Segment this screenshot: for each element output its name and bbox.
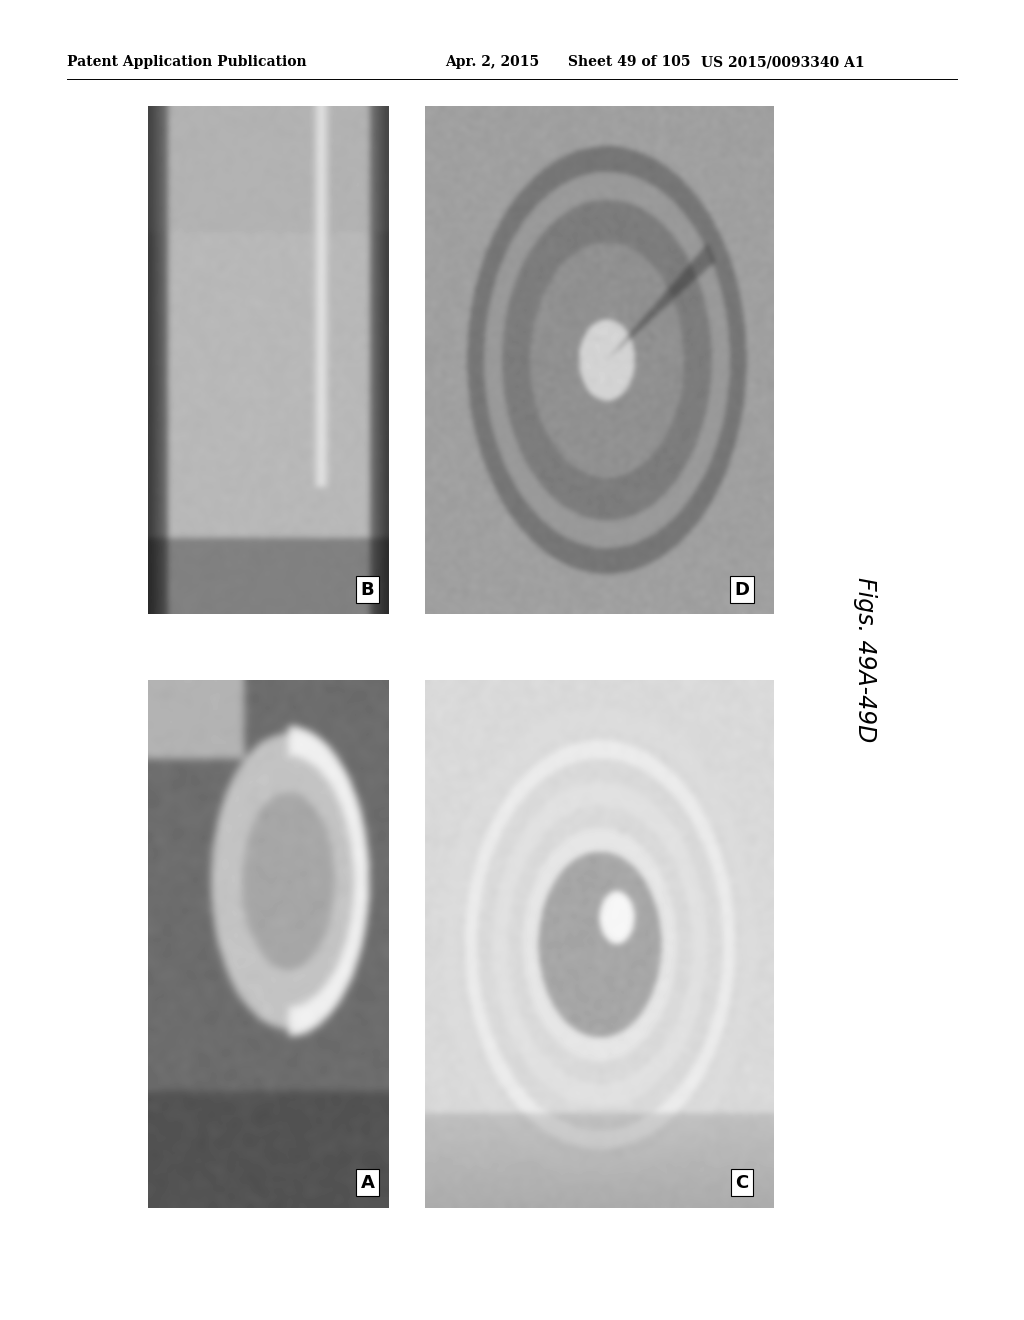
Text: C: C (735, 1173, 749, 1192)
Text: US 2015/0093340 A1: US 2015/0093340 A1 (701, 55, 865, 70)
Text: B: B (360, 581, 375, 598)
Text: Patent Application Publication: Patent Application Publication (67, 55, 306, 70)
Text: A: A (360, 1173, 375, 1192)
Text: Sheet 49 of 105: Sheet 49 of 105 (568, 55, 691, 70)
Text: D: D (734, 581, 750, 598)
Text: Figs. 49A-49D: Figs. 49A-49D (853, 577, 878, 743)
Text: Apr. 2, 2015: Apr. 2, 2015 (445, 55, 540, 70)
